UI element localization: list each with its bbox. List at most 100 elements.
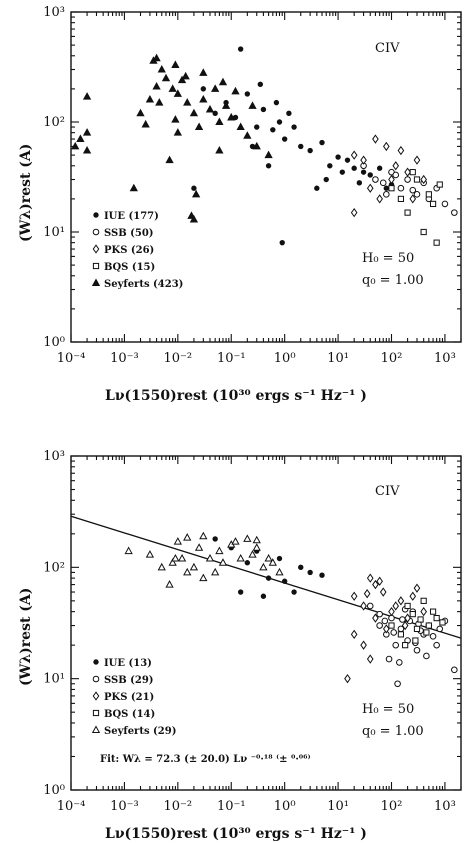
data-point <box>356 180 363 186</box>
data-point <box>392 161 400 171</box>
data-marks <box>71 46 458 246</box>
data-point <box>381 617 389 625</box>
legend-label: IUE (177) <box>104 211 159 222</box>
x-tick-label: 10⁻² <box>164 351 193 366</box>
data-point <box>244 560 251 566</box>
x-tick-label: 10⁻⁴ <box>57 351 86 366</box>
legend-marker <box>92 691 100 701</box>
data-point <box>397 631 405 638</box>
data-point <box>344 674 351 684</box>
x-tick-label: 10⁻¹ <box>217 799 246 814</box>
data-point <box>350 591 358 601</box>
data-point <box>409 611 416 618</box>
data-point <box>236 122 245 131</box>
data-point <box>82 146 92 154</box>
data-point <box>413 155 421 165</box>
data-point <box>388 622 395 629</box>
data-point <box>200 86 207 92</box>
data-point <box>372 134 379 144</box>
data-point <box>366 654 374 664</box>
data-point <box>254 124 260 130</box>
data-point <box>260 593 267 599</box>
data-point <box>129 183 138 192</box>
data-point <box>350 150 358 160</box>
data-point <box>199 68 208 76</box>
data-point <box>399 616 406 623</box>
data-point <box>183 533 192 541</box>
data-point <box>425 191 432 198</box>
plot-frame <box>70 11 462 343</box>
data-point <box>168 558 177 566</box>
x-axis-label: Lν(1550)rest (10³⁰ ergs s⁻¹ Hz⁻¹ ) <box>105 826 367 842</box>
data-point <box>165 580 174 588</box>
data-point <box>268 558 277 566</box>
legend-marker <box>92 709 100 717</box>
data-point <box>420 606 427 617</box>
data-point <box>252 141 261 150</box>
data-point <box>275 567 284 576</box>
data-point <box>227 112 236 121</box>
plot-frame <box>70 455 462 791</box>
data-point <box>323 176 329 183</box>
data-point <box>231 86 240 95</box>
x-tick-label: 10³ <box>434 351 456 366</box>
data-point <box>141 119 150 128</box>
legend-label: BQS (15) <box>104 262 155 273</box>
data-point <box>379 587 387 597</box>
data-point <box>413 625 421 632</box>
data-point <box>376 610 383 618</box>
data-point <box>451 209 458 216</box>
data-point <box>181 71 190 80</box>
data-point <box>404 209 411 216</box>
x-tick-label: 10⁰ <box>274 799 296 814</box>
y-tick-label: 10³ <box>43 5 65 20</box>
y-tick-label: 10¹ <box>43 672 65 687</box>
data-point <box>388 606 395 617</box>
data-point <box>136 108 145 117</box>
legend-marker <box>92 262 100 270</box>
data-point <box>413 191 421 198</box>
data-point <box>409 169 416 176</box>
legend: IUE (177) SSB (50) PKS (26) BQS (15) Seyfert… <box>91 211 183 290</box>
panel-bottom: 10⁻⁴ 10⁻³ 10⁻² 10⁻¹ 10⁰ 10¹ 10² 10³ 10⁰ 10¹ 10² 10³… <box>18 449 462 842</box>
data-point <box>291 124 297 130</box>
data-point <box>183 98 192 106</box>
data-point <box>397 184 405 192</box>
x-tick-label: 10⁰ <box>274 351 296 366</box>
data-point <box>171 553 180 562</box>
data-point <box>360 640 367 650</box>
data-point <box>211 84 220 92</box>
data-point <box>298 143 304 150</box>
data-point <box>372 176 379 183</box>
data-point <box>392 641 400 649</box>
data-point <box>360 169 367 175</box>
data-point <box>161 73 171 82</box>
data-point <box>236 553 245 562</box>
data-point <box>376 165 383 171</box>
data-point <box>218 558 228 566</box>
annotation-h0: H₀ = 50 <box>362 702 414 717</box>
data-point <box>404 602 411 610</box>
data-point <box>413 583 421 593</box>
data-point <box>215 117 224 125</box>
data-point <box>429 633 437 640</box>
data-point <box>433 239 440 246</box>
data-point <box>165 155 174 164</box>
data-point <box>404 167 411 177</box>
data-point <box>388 174 395 185</box>
data-point <box>173 128 182 136</box>
data-point <box>439 619 446 626</box>
data-point <box>205 553 215 562</box>
data-point <box>145 550 155 558</box>
data-point <box>372 613 379 623</box>
data-point <box>388 185 395 192</box>
data-point <box>171 115 180 123</box>
fit-equation: Fit: Wλ = 72.3 (± 20.0) Lν ⁻⁰·¹⁸ ⁽± ⁰·⁰⁶… <box>100 754 311 765</box>
data-point <box>436 181 443 188</box>
x-tick-label: 10¹ <box>327 351 349 366</box>
data-point <box>237 46 244 52</box>
data-point <box>412 637 419 644</box>
data-point <box>183 567 192 576</box>
data-point <box>319 139 325 146</box>
